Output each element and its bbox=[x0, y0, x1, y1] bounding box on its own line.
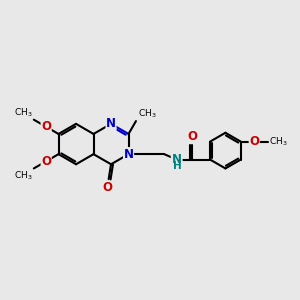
Text: N: N bbox=[172, 153, 182, 166]
Text: O: O bbox=[102, 181, 112, 194]
Text: CH$_3$: CH$_3$ bbox=[14, 106, 32, 119]
Text: O: O bbox=[41, 120, 51, 133]
Text: H: H bbox=[172, 161, 182, 171]
Text: O: O bbox=[41, 155, 51, 168]
Text: N: N bbox=[106, 117, 116, 130]
Text: CH$_3$: CH$_3$ bbox=[14, 169, 32, 182]
Text: CH$_3$: CH$_3$ bbox=[268, 135, 287, 148]
Text: CH$_3$: CH$_3$ bbox=[138, 108, 157, 121]
Text: N: N bbox=[124, 148, 134, 161]
Text: O: O bbox=[249, 135, 259, 148]
Text: O: O bbox=[187, 130, 197, 142]
